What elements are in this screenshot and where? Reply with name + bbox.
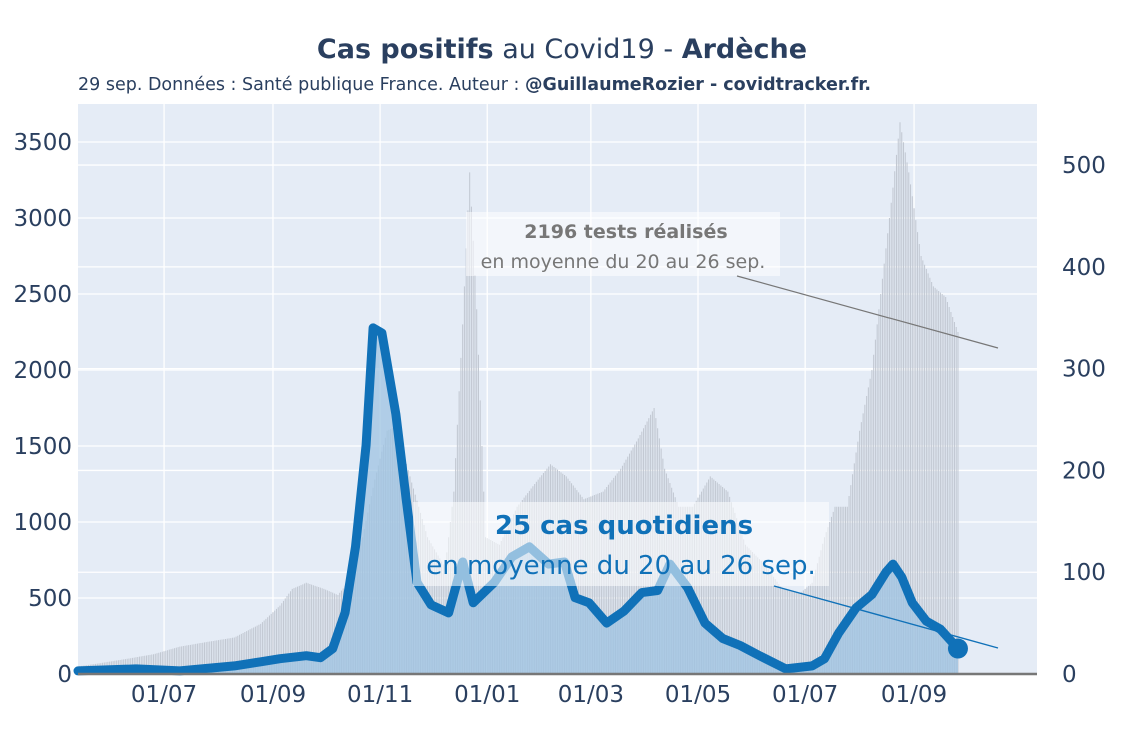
y-right-tick-label: 200 [1062, 458, 1106, 484]
annotation-tests-title: 2196 tests réalisés [524, 221, 727, 243]
chart-title-bold-1: Cas positifs [317, 34, 494, 65]
chart-subtitle-bold: @GuillaumeRozier - covidtracker.fr. [525, 75, 871, 95]
y-right-tick-label: 300 [1062, 357, 1106, 383]
y-left-tick-label: 2000 [13, 358, 72, 384]
y-left-tick-label: 2500 [13, 282, 72, 308]
annotation-cases: 25 cas quotidiens en moyenne du 20 au 26… [413, 502, 999, 649]
x-tick-label: 01/11 [347, 682, 413, 708]
annotation-tests: 2196 tests réalisés en moyenne du 20 au … [466, 212, 999, 349]
annotation-tests-box [466, 212, 780, 276]
y-left-tick-label: 1000 [13, 510, 72, 536]
annotation-cases-title: 25 cas quotidiens [495, 511, 753, 541]
chart-subtitle: 29 sep. Données : Santé publique France.… [78, 75, 871, 95]
y-right-tick-label: 0 [1062, 662, 1077, 688]
annotation-cases-box [413, 502, 829, 586]
y-left-tick-label: 3000 [13, 206, 72, 232]
annotation-cases-pointer [773, 585, 999, 649]
chart-title-regular: au Covid19 - [494, 34, 682, 65]
last-value-marker [947, 638, 968, 659]
x-tick-label: 01/07 [131, 682, 197, 708]
y-axis-left-ticks: 0 500 1000 1500 2000 2500 3000 3500 [13, 130, 72, 688]
x-axis-ticks: 01/07 01/09 01/11 01/01 01/03 01/05 01/07 01/09 [131, 682, 947, 708]
y-right-tick-label: 100 [1062, 560, 1106, 586]
x-tick-label: 01/07 [772, 682, 838, 708]
x-tick-label: 01/05 [665, 682, 731, 708]
y-left-tick-label: 500 [28, 586, 72, 612]
y-right-tick-label: 500 [1062, 153, 1106, 179]
y-axis-right-ticks: 0 100 200 300 400 500 [1062, 153, 1106, 688]
x-tick-label: 01/01 [454, 682, 520, 708]
chart-subtitle-regular: 29 sep. Données : Santé publique France.… [78, 75, 525, 95]
x-tick-label: 01/09 [881, 682, 947, 708]
x-tick-label: 01/03 [558, 682, 624, 708]
y-left-tick-label: 1500 [13, 434, 72, 460]
chart-title-bold-2: Ardèche [682, 34, 807, 65]
annotation-cases-text: en moyenne du 20 au 26 sep. [426, 551, 816, 581]
y-left-tick-label: 0 [57, 662, 72, 688]
y-left-tick-label: 3500 [13, 130, 72, 156]
x-tick-label: 01/09 [240, 682, 306, 708]
annotation-tests-text: en moyenne du 20 au 26 sep. [481, 251, 766, 273]
cases-area-fill [78, 327, 958, 674]
cases-area [78, 327, 958, 674]
annotation-tests-pointer [736, 275, 999, 349]
y-right-tick-label: 400 [1062, 255, 1106, 281]
chart-title: Cas positifs au Covid19 - Ardèche [317, 34, 807, 65]
